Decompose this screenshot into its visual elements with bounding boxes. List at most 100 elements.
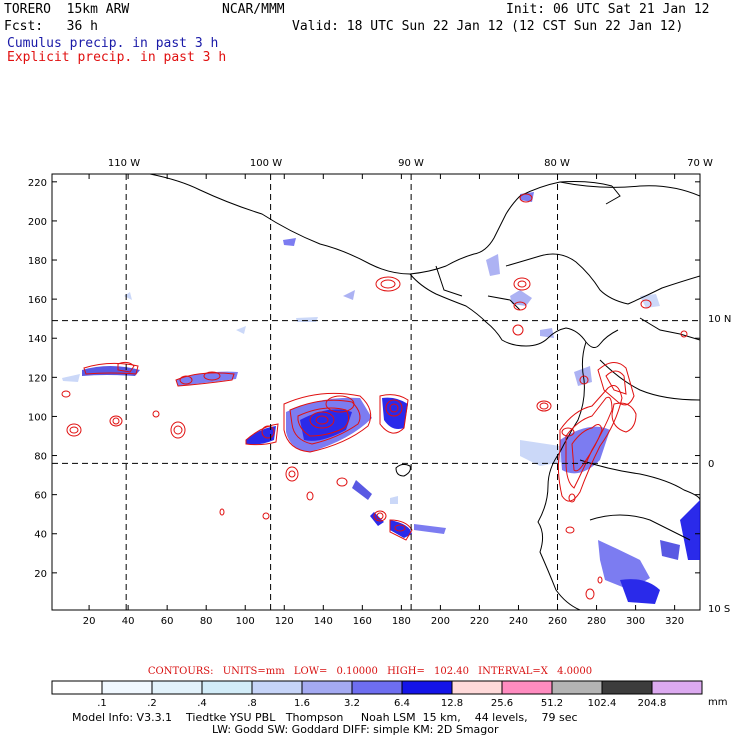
border-guatemala <box>435 265 463 297</box>
x-tick-label: 140 <box>314 616 333 627</box>
contour <box>283 392 372 453</box>
x-tick-label: 20 <box>83 616 96 627</box>
y-tick-label: 40 <box>34 530 47 541</box>
init-time: Init: 06 UTC Sat 21 Jan 12 <box>506 2 710 17</box>
contour <box>179 375 193 385</box>
y-tick-label: 180 <box>28 256 47 267</box>
colorbar-label: .4 <box>197 698 207 709</box>
contour <box>297 407 350 437</box>
colorbar-swatch <box>301 680 353 695</box>
contour <box>585 588 595 600</box>
x-tick-label: 160 <box>353 616 372 627</box>
x-axis: 20 40 60 80 100 120 140 160 180 200 220 240 260 280 30… <box>83 174 684 627</box>
contour <box>379 394 409 434</box>
lon-label: 70 W <box>687 158 713 169</box>
cumulus-area <box>560 426 610 474</box>
x-tick-label: 320 <box>665 616 684 627</box>
contour <box>568 493 576 503</box>
contour <box>611 402 637 433</box>
lat-lon-grid <box>52 174 700 610</box>
cumulus-area <box>283 238 296 246</box>
colorbar-label: .8 <box>247 698 257 709</box>
contour <box>389 519 413 541</box>
cumulus-area <box>370 512 384 526</box>
cumulus-area <box>246 426 276 445</box>
x-tick-label: 200 <box>431 616 450 627</box>
contour <box>315 415 329 425</box>
y-tick-label: 20 <box>34 569 47 580</box>
lat-label: 10 N <box>708 314 731 325</box>
border-north <box>605 185 621 205</box>
cumulus-area <box>300 409 352 441</box>
cumulus-area <box>598 540 650 590</box>
cumulus-area <box>486 254 500 276</box>
contour <box>536 400 552 412</box>
coastlines <box>52 174 700 610</box>
contour <box>539 402 549 410</box>
coastline-mexico-central-america <box>149 174 521 275</box>
colorbar-label: 102.4 <box>588 698 617 709</box>
forecast-hour: Fcst: 36 h <box>4 19 98 34</box>
contours-info: CONTOURS: UNITS=mm LOW= 0.10000 HIGH= 10… <box>147 666 593 677</box>
contour <box>389 403 399 413</box>
x-tick-label: 180 <box>392 616 411 627</box>
contour <box>519 193 533 203</box>
cumulus-area <box>620 579 660 604</box>
contour <box>261 425 275 439</box>
cumulus-area <box>390 496 398 504</box>
cumulus-area <box>236 326 246 334</box>
colorbar-swatch <box>651 680 703 695</box>
valid-time: Valid: 18 UTC Sun 22 Jan 12 (12 CST Sun … <box>292 19 684 34</box>
y-axis: 220 200 180 160 140 120 100 80 60 40 20 <box>28 178 700 580</box>
contour <box>219 508 225 516</box>
coastline-caribbean <box>505 253 700 305</box>
contour <box>561 427 575 437</box>
lon-label: 80 W <box>544 158 570 169</box>
contour <box>262 512 270 520</box>
contour <box>557 385 623 502</box>
colorbar: .1 .2 .4 .8 1.6 3.2 6.4 12.8 25.6 51.2 102.4 204.8 <box>51 680 703 709</box>
y-tick-label: 60 <box>34 491 47 502</box>
y-tick-label: 200 <box>28 217 47 228</box>
contour <box>376 512 384 520</box>
border-venezuela <box>639 317 700 341</box>
lon-label: 110 W <box>108 158 140 169</box>
contour <box>565 526 575 534</box>
x-tick-label: 60 <box>161 616 174 627</box>
colorbar-label: .1 <box>97 698 107 709</box>
x-tick-label: 220 <box>470 616 489 627</box>
contour <box>61 390 71 398</box>
legend-explicit: Explicit precip. in past 3 h <box>7 50 227 65</box>
contour <box>152 410 160 418</box>
x-tick-label: 300 <box>626 616 645 627</box>
contour <box>373 510 387 522</box>
cumulus-area <box>352 480 372 500</box>
cumulus-area <box>520 440 562 466</box>
colorbar-label: 6.4 <box>394 698 410 709</box>
contour <box>336 477 348 487</box>
colorbar-swatch <box>51 680 103 695</box>
lat-label: 10 S <box>708 604 730 615</box>
contour <box>203 371 221 381</box>
contour <box>66 423 82 437</box>
island-galapagos <box>395 463 411 477</box>
map-content <box>52 174 700 610</box>
model-info: Model Info: V3.3.1 Tiedtke YSU PBL Thomp… <box>72 711 578 724</box>
model-title: TORERO 15km ARW <box>4 2 130 17</box>
lon-label: 100 W <box>250 158 282 169</box>
colorbar-swatch <box>151 680 203 695</box>
contour <box>175 372 235 387</box>
lat-label: 0 <box>708 459 714 470</box>
coastline-cuba <box>559 181 700 197</box>
longitude-labels: 110 W 100 W 90 W 80 W 70 W <box>108 158 713 169</box>
coastline-colombia-ecuador-peru <box>537 341 587 610</box>
map-frame <box>51 173 701 611</box>
contour <box>325 395 355 413</box>
colorbar-label: 25.6 <box>491 698 513 709</box>
x-tick-label: 260 <box>548 616 567 627</box>
colorbar-swatch <box>251 680 303 695</box>
contour <box>83 362 139 375</box>
cumulus-area <box>414 524 446 534</box>
colorbar-label: 204.8 <box>638 698 667 709</box>
